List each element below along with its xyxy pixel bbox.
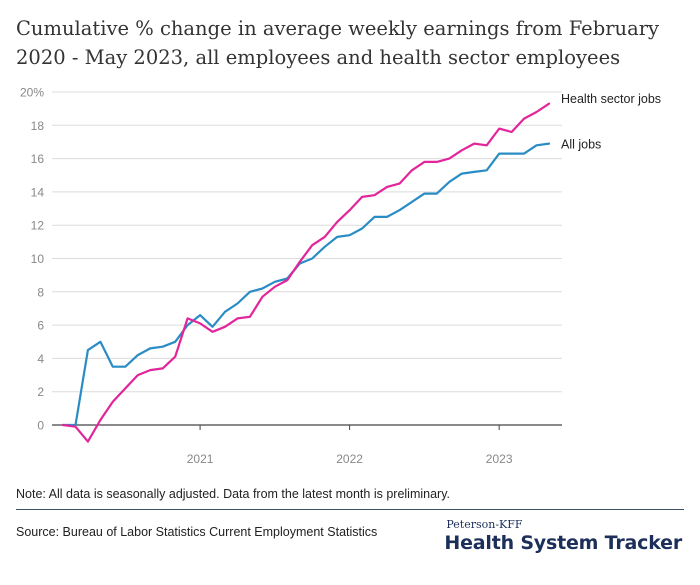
series-labels: Health sector jobs All jobs [561,92,661,151]
series-lines [61,102,551,443]
line-chart: 0 2 4 6 8 10 12 14 16 18 20% 2021 2022 2023 Health s… [20,86,661,467]
y-tick-label: 12 [31,219,45,233]
x-tick-label: 2023 [486,452,513,466]
x-tick-label: 2022 [336,452,363,466]
y-tick-label: 16 [31,152,45,166]
gridlines [52,91,562,426]
y-tick-label: 10 [31,252,45,266]
series-line-health-sector-jobs [61,102,551,443]
x-axis-ticks: 2021 2022 2023 [187,425,513,466]
y-tick-label: 4 [37,352,44,366]
chart-note: Note: All data is seasonally adjusted. D… [16,487,451,501]
series-label: Health sector jobs [561,92,661,106]
series-label: All jobs [561,138,601,152]
y-tick-label: 18 [31,119,45,133]
brand-logo: Peterson-KFF Health System Tracker [444,518,682,554]
chart-title: Cumulative % change in average weekly ea… [16,17,660,69]
x-tick-label: 2021 [187,452,214,466]
divider [16,509,684,510]
y-tick-label: 0 [37,419,44,433]
y-tick-label: 14 [31,185,45,199]
brand-main-text: Health System Tracker [444,532,682,554]
y-tick-label: 8 [37,285,44,299]
y-tick-label: 2 [37,385,44,399]
y-tick-label: 20% [20,86,44,100]
series-line-all-jobs [61,142,551,427]
y-axis-ticks: 0 2 4 6 8 10 12 14 16 18 20% [20,86,44,433]
y-tick-label: 6 [37,319,44,333]
brand-top-text: Peterson-KFF [446,518,523,531]
chart-source: Source: Bureau of Labor Statistics Curre… [16,525,378,539]
